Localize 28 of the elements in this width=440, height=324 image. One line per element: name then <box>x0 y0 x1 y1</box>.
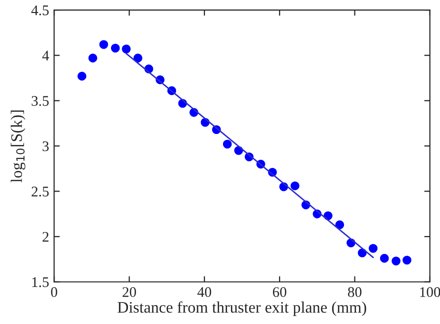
x-tick-label: 80 <box>348 287 362 298</box>
x-tick-label: 0 <box>51 287 58 298</box>
point <box>78 72 86 81</box>
y-tick-label: 3 <box>42 141 49 152</box>
point <box>99 40 108 49</box>
point <box>122 44 131 54</box>
x-axis-title: Distance from thruster exit plane (mm) <box>118 301 366 316</box>
point <box>380 254 389 263</box>
x-tick-label: 40 <box>197 287 212 298</box>
point <box>134 54 142 62</box>
y-tick-label: 2.5 <box>32 186 49 197</box>
point <box>88 54 98 62</box>
y-axis-title: log$_{10}$[S(k)] <box>10 110 26 182</box>
point <box>392 256 400 266</box>
point <box>335 220 344 230</box>
y-tick-label: 4 <box>42 50 50 60</box>
point <box>368 244 378 253</box>
y-tick-label: 4.5 <box>31 6 49 16</box>
point <box>402 256 412 265</box>
x-tick-label: 20 <box>122 287 136 298</box>
y-tick-label: 2 <box>42 232 48 242</box>
x-tick-label: 60 <box>272 287 286 298</box>
point <box>222 140 232 149</box>
point <box>110 44 120 52</box>
point <box>290 181 300 190</box>
y-tick-label: 1.5 <box>32 277 49 288</box>
x-tick-label: 100 <box>420 287 440 298</box>
y-tick-label: 3.5 <box>32 96 49 106</box>
